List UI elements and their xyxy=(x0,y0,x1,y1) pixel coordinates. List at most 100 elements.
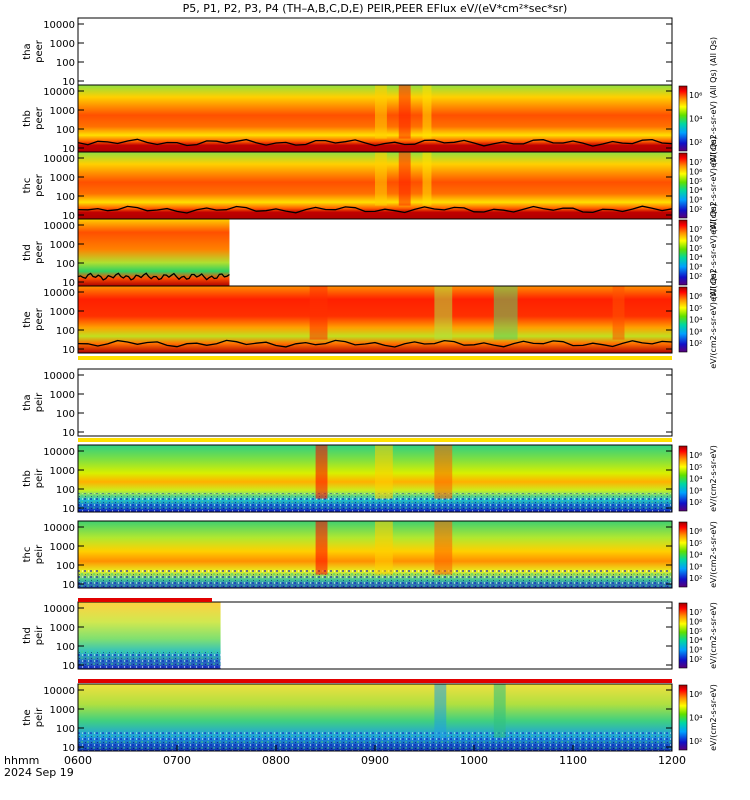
density-trace xyxy=(77,138,673,147)
panel-label-instrument: peir xyxy=(34,468,45,488)
y-tick-label: 10000 xyxy=(43,221,75,232)
y-tick-label: 1000 xyxy=(50,39,75,50)
x-tick-label: 0800 xyxy=(262,754,290,767)
spectrogram-fill xyxy=(78,286,672,353)
colorbar-label: eV/(cm2-s-sr-eV) xyxy=(709,602,718,669)
colorbar-tick-label: 10³ xyxy=(689,196,702,205)
x-tick-label: 1100 xyxy=(559,754,587,767)
x-tick-label: 0600 xyxy=(64,754,92,767)
x-tick-label: 0700 xyxy=(163,754,191,767)
y-tick-label: 10000 xyxy=(43,604,75,615)
y-tick-label: 10000 xyxy=(43,288,75,299)
y-tick-label: 100 xyxy=(56,259,75,270)
spectrogram-noise xyxy=(78,650,221,669)
density-trace xyxy=(77,272,230,281)
spectrogram-band xyxy=(375,521,393,575)
spectrogram-band xyxy=(375,152,387,206)
spectrogram-band xyxy=(309,286,328,340)
colorbar-label: eV/(cm2-s-sr-eV) xyxy=(709,521,718,588)
colorbar-tick-label: 10² xyxy=(689,737,702,746)
plot-title: P5, P1, P2, P3, P4 (TH–A,B,C,D,E) PEIR,P… xyxy=(183,2,568,15)
colorbar-tick-label: 10⁶ xyxy=(689,690,702,699)
spectrogram-band xyxy=(434,521,453,575)
colorbar-label: eV/(cm2-s-sr-eV) xyxy=(709,445,718,512)
spectrogram-band xyxy=(375,445,393,499)
colorbar-tick-label: 10⁴ xyxy=(689,253,702,262)
colorbar xyxy=(678,445,688,512)
colorbar-tick-label: 10⁶ xyxy=(689,451,702,460)
y-tick-label: 10000 xyxy=(43,371,75,382)
x-axis: 0600 0700 0800 0900 1000 1100 1200 xyxy=(64,745,686,767)
colorbar-tick-label: 10⁴ xyxy=(689,475,702,484)
y-tick-label: 10000 xyxy=(43,523,75,534)
spectrogram-noise xyxy=(78,569,672,588)
colorbar xyxy=(678,602,688,669)
y-tick-label: 100 xyxy=(56,724,75,735)
panel-tha-peer: 10000 1000 100 10 tha peer (All Qs) xyxy=(22,17,718,88)
y-tick-label: 10 xyxy=(62,211,75,222)
colorbar-label: eV/(cm2-s-sr-eV) (All Qs) xyxy=(709,270,718,369)
y-tick-label: 1000 xyxy=(50,390,75,401)
panel-thb-peer: 10000 1000 100 10 thb peer 10⁶ 10⁴ 10² eV/(cm2-s-… xyxy=(22,69,718,168)
y-tick-label: 1000 xyxy=(50,542,75,553)
spectrogram-fill xyxy=(78,219,230,286)
colorbar-tick-label: 10² xyxy=(689,574,702,583)
y-tick-label: 1000 xyxy=(50,106,75,117)
x-tick-label: 0900 xyxy=(361,754,389,767)
y-tick-label: 1000 xyxy=(50,705,75,716)
colorbar-tick-label: 10⁵ xyxy=(689,177,702,186)
panel-label-probe: thc xyxy=(22,547,33,563)
panel-label-instrument: peer xyxy=(34,240,45,264)
y-tick-label: 100 xyxy=(56,642,75,653)
colorbar xyxy=(678,521,688,588)
panel-label-instrument: peer xyxy=(34,173,45,197)
panel-label-instrument: peir xyxy=(34,544,45,564)
panel-frame xyxy=(77,601,673,670)
spectrogram-band xyxy=(493,286,518,340)
quality-flag-bar xyxy=(78,356,672,360)
panels: 10000 1000 100 10 tha peer (All Qs) 10000 1000 10… xyxy=(22,17,718,754)
colorbar-label: eV/(cm2-s-sr-eV) (All Qs) xyxy=(709,203,718,302)
y-tick-label: 10000 xyxy=(43,154,75,165)
x-tick-label: 1200 xyxy=(658,754,686,767)
panel-label-probe: tha xyxy=(22,43,33,59)
colorbar-tick-label: 10² xyxy=(689,205,702,214)
y-tick-label: 100 xyxy=(56,192,75,203)
colorbar-tick-label: 10⁷ xyxy=(689,225,702,234)
spectrogram-band xyxy=(434,445,453,499)
panel-frame xyxy=(77,444,673,513)
spectrogram-band xyxy=(375,85,387,139)
y-tick-label: 100 xyxy=(56,409,75,420)
quality-flag-bar xyxy=(78,438,672,442)
panel-label-probe: the xyxy=(22,709,33,725)
colorbar xyxy=(678,219,688,286)
spectrogram-band xyxy=(398,152,411,206)
spectrogram-band xyxy=(398,85,411,139)
panel-label-probe: tha xyxy=(22,394,33,410)
colorbar-tick-label: 10² xyxy=(689,655,702,664)
colorbar-tick-label: 10⁴ xyxy=(689,714,702,723)
y-tick-label: 100 xyxy=(56,561,75,572)
colorbar-tick-label: 10⁶ xyxy=(689,292,702,301)
colorbar xyxy=(678,152,688,219)
y-tick-label: 10000 xyxy=(43,20,75,31)
colorbar xyxy=(678,85,688,152)
colorbar-tick-label: 10⁶ xyxy=(689,167,702,176)
spectrogram-band xyxy=(493,684,506,738)
colorbar-tick-label: 10² xyxy=(689,272,702,281)
y-tick-label: 100 xyxy=(56,326,75,337)
panel-label-instrument: peer xyxy=(34,307,45,331)
quality-flag-bar xyxy=(78,679,672,683)
y-tick-label: 1000 xyxy=(50,307,75,318)
y-tick-label: 10000 xyxy=(43,686,75,697)
spectrogram-band xyxy=(434,286,453,340)
spectrogram-band xyxy=(315,445,328,499)
colorbar-tick-label: 10⁵ xyxy=(689,463,702,472)
colorbar-label: (All Qs) xyxy=(709,37,718,66)
panel-label-probe: thb xyxy=(22,110,33,127)
colorbar-tick-label: 10² xyxy=(689,498,702,507)
spectrogram-band xyxy=(612,286,625,340)
